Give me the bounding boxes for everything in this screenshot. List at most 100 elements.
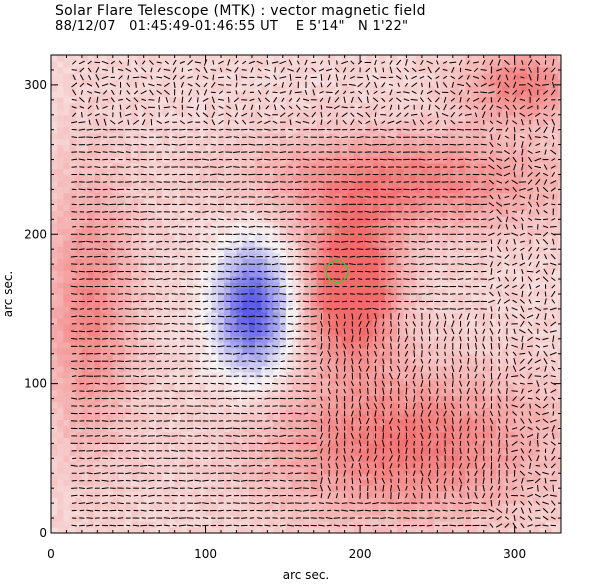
field-cell (162, 114, 170, 122)
field-cell (193, 527, 200, 533)
field-cell (180, 371, 188, 379)
field-cell (421, 455, 429, 462)
field-cell (143, 359, 151, 367)
field-cell (378, 431, 386, 438)
field-cell (205, 419, 213, 427)
field-cell (347, 204, 355, 211)
field-cell (397, 78, 404, 86)
field-cell (224, 96, 231, 104)
field-cell (156, 329, 163, 337)
field-cell (217, 371, 225, 379)
field-cell (187, 150, 194, 158)
field-cell (384, 114, 392, 122)
field-cell (428, 234, 435, 241)
field-cell (106, 449, 114, 456)
field-cell (156, 389, 163, 397)
field-cell (415, 294, 423, 301)
field-cell (378, 282, 386, 289)
field-cell (100, 132, 108, 140)
field-cell (217, 270, 225, 277)
field-cell (298, 174, 306, 182)
field-cell (421, 114, 429, 122)
field-cell (248, 479, 256, 486)
field-cell (248, 353, 256, 361)
field-cell (329, 240, 336, 247)
field-cell (63, 288, 71, 295)
field-cell (224, 413, 231, 421)
field-cell (323, 383, 330, 391)
field-cell (199, 389, 207, 397)
field-cell (415, 138, 423, 146)
field-cell (174, 210, 182, 217)
field-cell (88, 258, 95, 265)
field-cell (81, 150, 89, 158)
field-cell (230, 389, 238, 397)
field-cell (131, 407, 139, 415)
field-cell (106, 96, 114, 104)
field-cell (75, 359, 83, 367)
field-cell (174, 270, 182, 277)
field-cell (180, 479, 188, 486)
field-cell (156, 443, 163, 450)
field-cell (125, 461, 132, 468)
field-cell (217, 521, 225, 528)
field-cell (360, 365, 367, 373)
field-cell (409, 240, 417, 247)
field-cell (341, 317, 349, 325)
field-cell (174, 156, 182, 164)
field-cell (298, 192, 306, 199)
field-cell (125, 371, 132, 379)
field-cell (174, 311, 182, 319)
field-cell (100, 120, 108, 128)
field-cell (304, 353, 312, 361)
field-cell (329, 449, 336, 456)
field-cell (329, 72, 336, 80)
field-cell (125, 377, 132, 385)
field-cell (255, 204, 262, 211)
field-cell (106, 120, 114, 128)
field-cell (428, 300, 435, 307)
field-cell (292, 413, 299, 421)
field-cell (292, 479, 299, 486)
field-cell (397, 288, 404, 295)
field-cell (384, 216, 392, 223)
field-cell (106, 228, 114, 235)
field-cell (323, 240, 330, 247)
field-cell (415, 515, 423, 522)
field-cell (397, 365, 404, 373)
field-cell (230, 252, 238, 259)
field-cell (137, 341, 145, 349)
field-cell (341, 300, 349, 307)
field-cell (347, 114, 355, 122)
field-cell (168, 90, 176, 98)
field-cell (63, 365, 71, 373)
field-cell (174, 521, 182, 528)
field-cell (193, 144, 200, 152)
field-cell (69, 96, 77, 104)
field-cell (174, 61, 182, 68)
field-cell (81, 395, 89, 403)
field-cell (366, 234, 374, 241)
field-cell (112, 341, 120, 349)
field-cell (131, 353, 139, 361)
field-cell (100, 413, 108, 421)
field-cell (279, 174, 287, 182)
field-cell (112, 413, 120, 421)
field-cell (316, 240, 324, 247)
field-cell (360, 222, 367, 229)
field-cell (255, 120, 262, 128)
field-cell (162, 401, 170, 409)
field-cell (323, 67, 330, 74)
field-cell (434, 347, 442, 355)
field-cell (119, 252, 126, 259)
field-cell (323, 198, 330, 205)
field-cell (81, 431, 89, 438)
field-cell (428, 317, 435, 325)
field-cell (384, 347, 392, 355)
field-cell (137, 264, 145, 271)
field-cell (75, 473, 83, 480)
field-cell (261, 509, 268, 516)
field-cell (193, 162, 200, 170)
field-cell (88, 395, 95, 403)
field-cell (353, 114, 361, 122)
